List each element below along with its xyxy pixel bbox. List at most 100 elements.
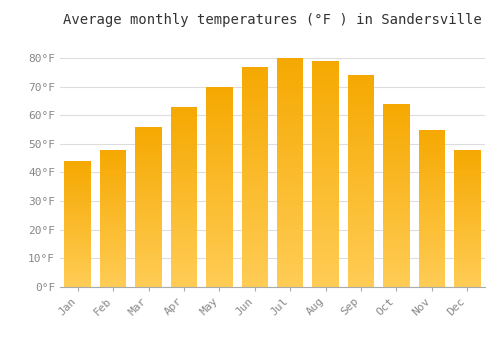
Bar [312, 63, 339, 65]
Bar [242, 73, 268, 75]
Bar [383, 201, 409, 203]
Bar [348, 245, 374, 247]
Bar [64, 232, 91, 233]
Bar [170, 242, 197, 244]
Bar [348, 92, 374, 94]
Bar [348, 264, 374, 266]
Bar [383, 230, 409, 232]
Bar [206, 221, 233, 223]
Bar [206, 217, 233, 219]
Bar [206, 131, 233, 133]
Bar [277, 97, 303, 99]
Bar [64, 267, 91, 268]
Bar [312, 264, 339, 267]
Bar [136, 205, 162, 207]
Bar [206, 283, 233, 285]
Bar [206, 265, 233, 267]
Bar [100, 204, 126, 206]
Bar [242, 181, 268, 183]
Bar [383, 243, 409, 245]
Bar [418, 188, 445, 189]
Bar [242, 168, 268, 170]
Bar [418, 130, 445, 131]
Bar [277, 131, 303, 133]
Bar [312, 162, 339, 165]
Bar [383, 234, 409, 236]
Bar [383, 263, 409, 265]
Bar [242, 124, 268, 126]
Bar [277, 198, 303, 200]
Bar [170, 108, 197, 110]
Bar [312, 90, 339, 92]
Bar [242, 258, 268, 260]
Bar [312, 183, 339, 185]
Bar [418, 238, 445, 240]
Bar [454, 262, 480, 264]
Bar [100, 256, 126, 257]
Bar [348, 266, 374, 268]
Bar [206, 187, 233, 189]
Bar [100, 286, 126, 287]
Bar [170, 190, 197, 191]
Bar [454, 226, 480, 228]
Bar [312, 230, 339, 233]
Bar [277, 170, 303, 173]
Bar [383, 225, 409, 226]
Bar [277, 248, 303, 250]
Bar [170, 215, 197, 217]
Bar [418, 131, 445, 133]
Bar [348, 234, 374, 236]
Bar [383, 177, 409, 179]
Bar [100, 262, 126, 264]
Bar [206, 151, 233, 153]
Bar [136, 260, 162, 261]
Bar [277, 76, 303, 78]
Bar [277, 154, 303, 156]
Bar [170, 162, 197, 164]
Bar [64, 167, 91, 169]
Bar [383, 223, 409, 225]
Bar [242, 71, 268, 73]
Bar [348, 147, 374, 149]
Bar [418, 257, 445, 259]
Bar [383, 127, 409, 130]
Bar [64, 208, 91, 209]
Bar [348, 279, 374, 281]
Bar [454, 229, 480, 231]
Bar [206, 122, 233, 125]
Bar [383, 250, 409, 252]
Bar [170, 128, 197, 130]
Bar [454, 183, 480, 184]
Bar [454, 164, 480, 166]
Bar [312, 113, 339, 115]
Bar [418, 249, 445, 251]
Bar [136, 257, 162, 258]
Bar [136, 240, 162, 242]
Bar [348, 90, 374, 92]
Bar [418, 134, 445, 136]
Bar [418, 199, 445, 200]
Bar [100, 213, 126, 214]
Bar [312, 74, 339, 77]
Bar [277, 127, 303, 129]
Bar [100, 202, 126, 203]
Bar [170, 170, 197, 172]
Bar [383, 188, 409, 190]
Bar [242, 241, 268, 243]
Bar [100, 163, 126, 164]
Bar [170, 117, 197, 119]
Bar [206, 161, 233, 163]
Bar [454, 233, 480, 235]
Bar [206, 215, 233, 217]
Bar [348, 209, 374, 211]
Bar [136, 151, 162, 152]
Bar [206, 247, 233, 249]
Bar [348, 274, 374, 277]
Bar [312, 235, 339, 237]
Bar [348, 257, 374, 259]
Bar [312, 95, 339, 97]
Bar [242, 133, 268, 135]
Bar [454, 173, 480, 174]
Bar [277, 166, 303, 168]
Bar [242, 186, 268, 188]
